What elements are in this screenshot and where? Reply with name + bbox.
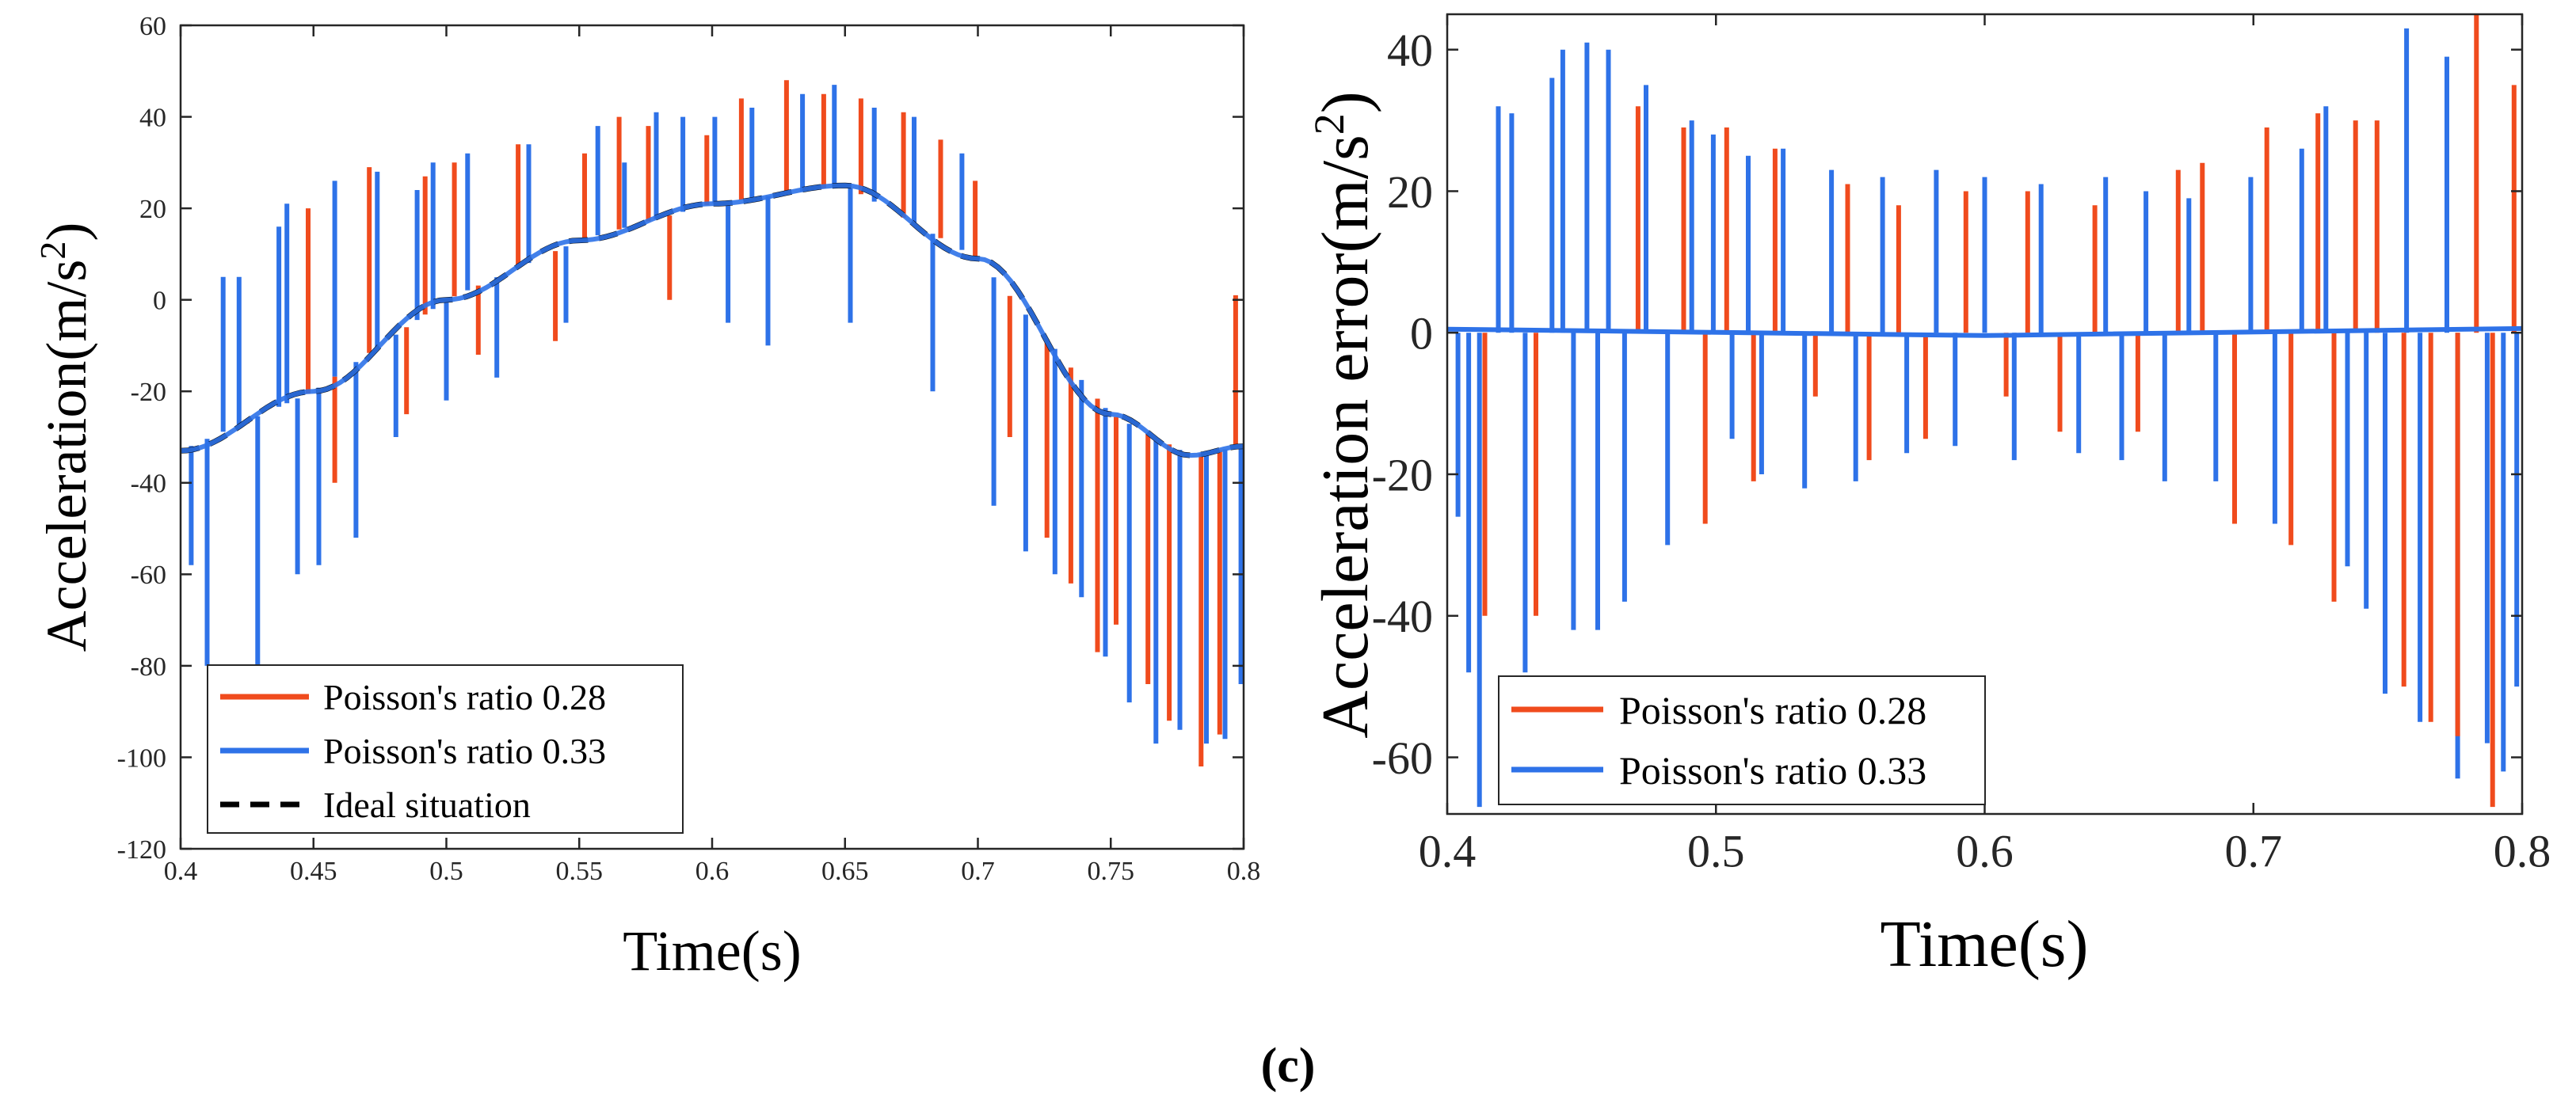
right-y-axis-title: Acceleration error(m/s2): [1305, 91, 1382, 739]
right-legend-label-028: Poisson's ratio 0.28: [1619, 688, 1926, 732]
x-tick-label: 0.4: [1419, 826, 1477, 877]
x-tick-label: 0.65: [821, 857, 869, 886]
y-tick-label: -120: [117, 835, 166, 865]
left-legend: Poisson's ratio 0.28 Poisson's ratio 0.3…: [207, 664, 684, 834]
x-tick-label: 0.4: [164, 857, 198, 886]
figure-caption: (c): [1261, 1039, 1316, 1093]
right-y-tick-labels: -60 -40 -20 0 20 40: [1372, 25, 1433, 784]
x-tick-label: 0.6: [1956, 826, 2014, 877]
x-tick-label: 0.6: [695, 857, 730, 886]
right-legend-label-033: Poisson's ratio 0.33: [1619, 748, 1926, 793]
left-y-tick-labels: -120 -100 -80 -60 -40 -20 0 20 40 60: [117, 12, 166, 865]
y-tick-label: -60: [1372, 732, 1433, 784]
x-tick-label: 0.7: [961, 857, 995, 886]
y-tick-label: 20: [1387, 166, 1433, 218]
left-x-axis-title: Time(s): [623, 919, 801, 983]
y-tick-label: -40: [1372, 591, 1433, 642]
y-tick-label: -80: [131, 652, 166, 682]
x-tick-label: 0.8: [1227, 857, 1261, 886]
x-tick-label: 0.5: [1687, 826, 1745, 877]
left-legend-label-028: Poisson's ratio 0.28: [323, 677, 606, 717]
x-tick-label: 0.8: [2494, 826, 2551, 877]
right-series-033-baseline: [1446, 325, 2523, 338]
y-tick-label: -20: [1372, 449, 1433, 500]
x-tick-label: 0.45: [290, 857, 337, 886]
right-marks-layer: [1455, 14, 2520, 808]
right-legend-box: [1498, 675, 1986, 805]
left-marks-layer: [189, 80, 1244, 766]
y-tick-label: -40: [131, 470, 166, 499]
right-legend: Poisson's ratio 0.28 Poisson's ratio 0.3…: [1498, 675, 1986, 805]
x-tick-label: 0.7: [2225, 826, 2283, 877]
y-tick-label: 60: [139, 12, 166, 41]
chart-right: -60 -40 -20 0 20 40 0.4 0.5 0.6 0.7 0.8 Time(s) A…: [1305, 13, 2551, 981]
y-tick-label: 40: [1387, 25, 1433, 76]
y-tick-label: -20: [131, 378, 166, 407]
left-x-tick-labels: 0.4 0.45 0.5 0.55 0.6 0.65 0.7 0.75 0.8: [164, 857, 1261, 886]
left-series-033-baseline: [180, 183, 1244, 458]
x-tick-label: 0.75: [1088, 857, 1135, 886]
y-tick-label: 0: [153, 287, 166, 316]
right-x-tick-labels: 0.4 0.5 0.6 0.7 0.8: [1419, 826, 2551, 877]
y-tick-label: 0: [1410, 308, 1433, 359]
right-x-axis-title: Time(s): [1881, 907, 2089, 981]
y-tick-label: 20: [139, 195, 166, 224]
y-tick-label: 40: [139, 103, 166, 132]
y-tick-label: -60: [131, 561, 166, 590]
left-y-axis-title: Acceleration(m/s2): [32, 222, 98, 652]
y-tick-label: -100: [117, 743, 166, 773]
x-tick-label: 0.5: [429, 857, 463, 886]
left-legend-label-ideal: Ideal situation: [323, 785, 531, 825]
left-ticks: [179, 24, 1245, 850]
left-legend-label-033: Poisson's ratio 0.33: [323, 731, 606, 771]
x-tick-label: 0.55: [556, 857, 604, 886]
